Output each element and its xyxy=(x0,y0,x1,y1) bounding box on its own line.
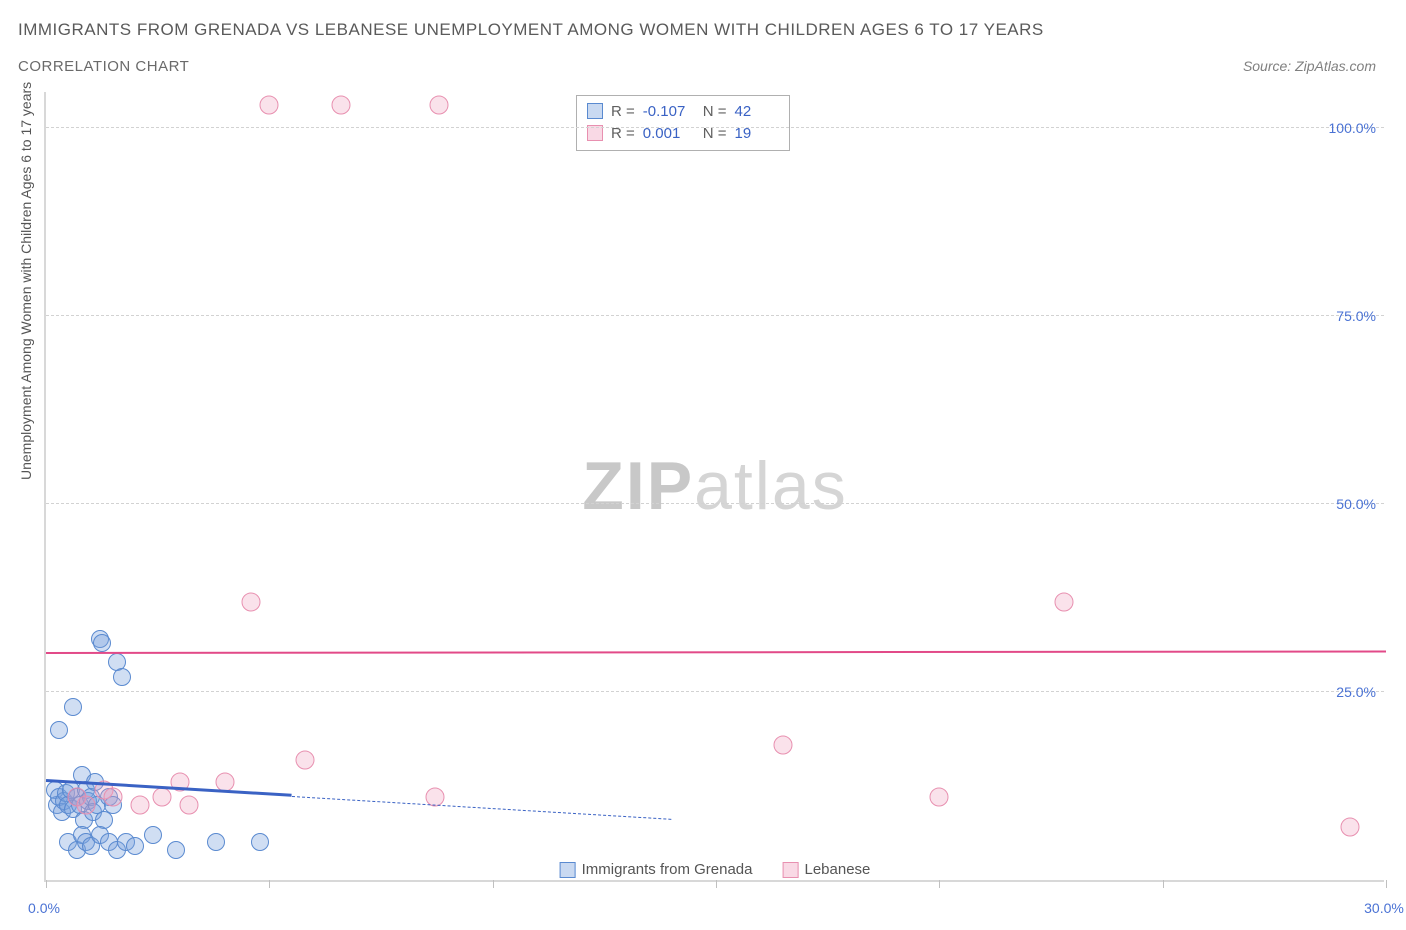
grid-line xyxy=(46,127,1384,128)
y-tick-label: 75.0% xyxy=(1336,308,1376,324)
data-point-grenada xyxy=(64,698,82,716)
x-tick xyxy=(1386,880,1387,888)
data-point-lebanese xyxy=(430,96,449,115)
y-axis-label: Unemployment Among Women with Children A… xyxy=(18,82,34,480)
legend-item: Immigrants from Grenada xyxy=(560,861,753,878)
data-point-lebanese xyxy=(260,96,279,115)
watermark-light: atlas xyxy=(694,448,848,524)
legend: Immigrants from Grenada Lebanese xyxy=(560,861,871,878)
data-point-grenada xyxy=(93,634,111,652)
stat-n-value: 42 xyxy=(735,103,779,120)
data-point-grenada xyxy=(126,837,144,855)
stats-row: R =0.001N =19 xyxy=(587,122,779,144)
watermark-bold: ZIP xyxy=(582,448,694,524)
y-tick-label: 50.0% xyxy=(1336,496,1376,512)
stat-r-value: -0.107 xyxy=(643,103,687,120)
swatch-pink xyxy=(782,862,798,878)
stat-n-label: N = xyxy=(703,103,727,120)
x-tick-label-min: 0.0% xyxy=(28,900,60,916)
page-title: IMMIGRANTS FROM GRENADA VS LEBANESE UNEM… xyxy=(18,20,1044,40)
legend-label: Lebanese xyxy=(804,861,870,878)
data-point-lebanese xyxy=(77,795,96,814)
data-point-lebanese xyxy=(331,96,350,115)
swatch-blue xyxy=(560,862,576,878)
page-subtitle: CORRELATION CHART xyxy=(18,58,189,75)
data-point-lebanese xyxy=(104,788,123,807)
data-point-lebanese xyxy=(179,795,198,814)
x-tick xyxy=(716,880,717,888)
legend-item: Lebanese xyxy=(782,861,870,878)
data-point-lebanese xyxy=(153,788,172,807)
data-point-lebanese xyxy=(774,735,793,754)
x-tick-label-max: 30.0% xyxy=(1364,900,1404,916)
x-tick xyxy=(269,880,270,888)
y-tick-label: 100.0% xyxy=(1329,120,1376,136)
data-point-lebanese xyxy=(130,795,149,814)
data-point-lebanese xyxy=(296,750,315,769)
y-tick-label: 25.0% xyxy=(1336,684,1376,700)
data-point-grenada xyxy=(50,721,68,739)
legend-label: Immigrants from Grenada xyxy=(582,861,753,878)
grid-line xyxy=(46,503,1384,504)
x-tick xyxy=(46,880,47,888)
data-point-grenada xyxy=(251,833,269,851)
stat-r-label: R = xyxy=(611,103,635,120)
source-name: ZipAtlas.com xyxy=(1295,58,1376,74)
x-tick xyxy=(1163,880,1164,888)
x-tick xyxy=(939,880,940,888)
data-point-grenada xyxy=(207,833,225,851)
data-point-lebanese xyxy=(1341,818,1360,837)
grid-line xyxy=(46,315,1384,316)
x-tick xyxy=(493,880,494,888)
scatter-plot: ZIPatlas R = -0.107 N = 42 R =0.001N =19 Imm… xyxy=(44,92,1384,882)
trend-line xyxy=(46,651,1386,655)
swatch-blue xyxy=(587,103,603,119)
source-credit: Source: ZipAtlas.com xyxy=(1243,58,1376,74)
data-point-grenada xyxy=(167,841,185,859)
data-point-lebanese xyxy=(1055,592,1074,611)
data-point-lebanese xyxy=(930,788,949,807)
source-prefix: Source: xyxy=(1243,58,1295,74)
stats-box: R = -0.107 N = 42 R =0.001N =19 xyxy=(576,95,790,151)
data-point-grenada xyxy=(144,826,162,844)
grid-line xyxy=(46,691,1384,692)
data-point-lebanese xyxy=(242,592,261,611)
watermark: ZIPatlas xyxy=(582,447,847,525)
stats-row: R = -0.107 N = 42 xyxy=(587,100,779,122)
trend-line xyxy=(292,796,672,820)
data-point-grenada xyxy=(113,668,131,686)
